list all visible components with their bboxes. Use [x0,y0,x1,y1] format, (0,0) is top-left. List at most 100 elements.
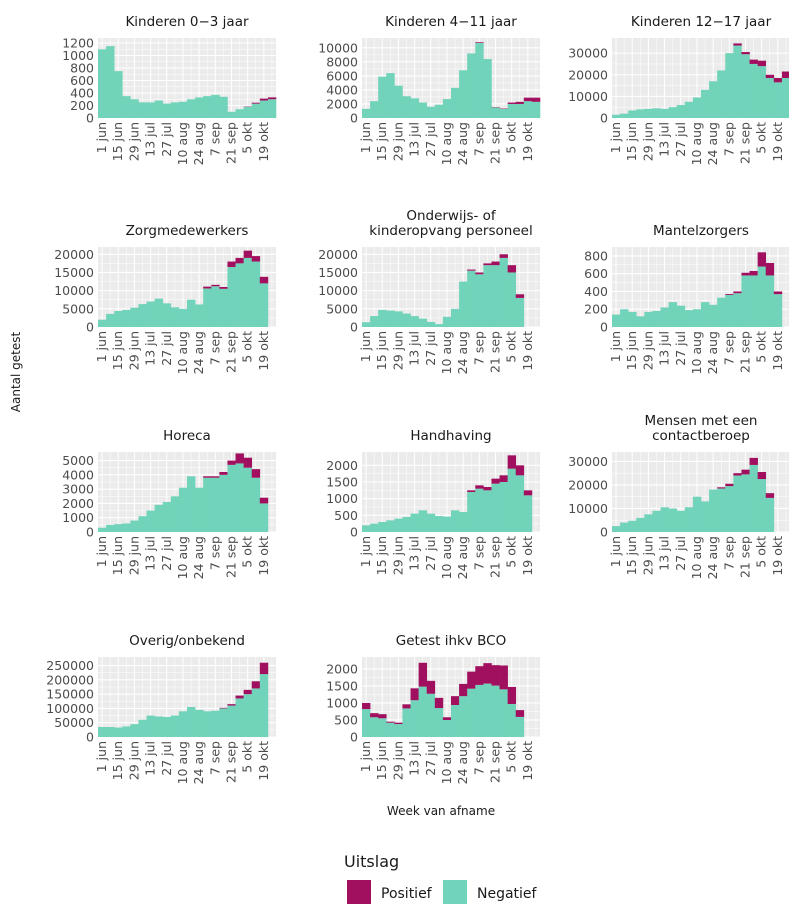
bar-positief [733,43,742,46]
bar-negatief [243,467,253,532]
x-tick-label: 27 jul [159,331,174,366]
x-tick-label: 13 jul [407,331,422,366]
bar-negatief [138,304,147,327]
bar-negatief [644,108,653,118]
bar-negatief [370,101,379,118]
bar-negatief [660,108,669,118]
bar-negatief [227,464,236,532]
y-tick-label: 2000 [326,661,358,676]
x-tick-label: 29 jun [126,122,141,161]
bar-negatief [154,100,164,118]
x-tick-label: 5 okt [504,741,519,773]
bar-positief [259,98,269,101]
bar-positief [765,493,775,498]
bar-positief [757,252,767,267]
bar-negatief [178,101,188,118]
y-tick-label: 500 [334,712,358,727]
x-tick-label: 13 jul [143,741,158,776]
x-tick-label: 24 aug [705,536,720,579]
panel-title: Kinderen 4−11 jaar [385,14,517,30]
y-tick-label: 200000 [46,672,94,687]
bar-negatief [628,520,637,532]
x-tick-label: 19 okt [256,331,271,371]
bar-positief [725,294,734,295]
bar-negatief [765,497,775,532]
bar-negatief [725,486,734,532]
bar-negatief [676,510,686,532]
bar-negatief [394,518,403,532]
x-tick-label: 19 okt [256,741,271,781]
x-tick-label: 13 jul [657,122,672,157]
y-tick-label: 200 [584,302,608,317]
x-tick-label: 7 sep [721,331,736,365]
x-tick-label: 7 sep [207,331,222,365]
bar-negatief [211,286,220,327]
bar-negatief [515,475,525,532]
bar-negatief [106,524,115,532]
bar-negatief [692,97,702,118]
x-tick-label: 21 sep [488,536,503,578]
bar-negatief [410,513,419,532]
bar-negatief [676,305,686,327]
bar-positief [515,294,525,298]
x-tick-label: 5 okt [754,122,769,154]
bar-negatief [434,104,444,118]
bar-negatief [235,263,244,327]
bar-negatief [138,516,147,532]
y-tick-label: 1000 [326,491,358,506]
bar-negatief [162,303,172,327]
x-tick-label: 1 jun [94,331,109,362]
bar-negatief [410,98,419,118]
x-tick-label: 29 jun [390,122,405,161]
bar-negatief [386,310,395,327]
bar-positief [211,476,220,478]
x-tick-label: 29 jun [126,331,141,370]
x-tick-label: 15 jun [374,331,389,370]
y-tick-label: 600 [584,266,608,281]
bar-negatief [684,101,694,118]
bar-negatief [370,717,379,737]
bar-negatief [227,705,236,737]
bar-positief [491,261,500,266]
x-tick-label: 13 jul [407,122,422,157]
bar-positief [259,276,269,284]
bar-negatief [426,106,436,118]
x-tick-label: 15 jun [110,331,125,370]
y-tick-label: 1000 [62,48,94,63]
bar-positief [442,717,452,720]
bar-negatief [531,101,541,118]
bar-negatief [138,719,147,737]
bar-negatief [106,727,115,737]
bar-negatief [235,698,244,737]
bar-negatief [227,111,236,118]
bar-negatief [668,508,678,532]
y-tick-label: 1000 [326,695,358,710]
x-tick-label: 7 sep [207,122,222,156]
bar-positief [733,291,742,294]
bar-negatief [259,674,269,737]
x-tick-label: 15 jun [110,536,125,575]
x-tick-label: 15 jun [374,536,389,575]
bar-positief [235,257,244,264]
bar-negatief [418,686,428,737]
bar-negatief [146,510,155,532]
x-tick-label: 24 aug [191,122,206,165]
legend-title: Uitslag [344,852,399,871]
bar-negatief [426,321,436,327]
bar-negatief [507,468,517,532]
bar-negatief [410,316,419,327]
bar-positief [483,487,492,491]
bar-positief [426,680,436,694]
panel-title: Kinderen 0−3 jaar [125,14,249,30]
y-tick-label: 0 [86,320,94,335]
y-tick-label: 4000 [62,467,94,482]
bar-negatief [612,314,621,327]
bar-negatief [178,711,188,737]
bar-positief [394,722,403,725]
bar-negatief [475,42,484,119]
x-tick-label: 13 jul [143,331,158,366]
y-tick-label: 0 [600,525,608,540]
bar-negatief [725,53,734,119]
